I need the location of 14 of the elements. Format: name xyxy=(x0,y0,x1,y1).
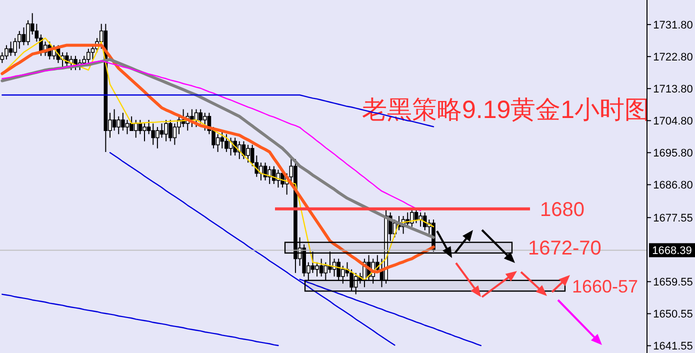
y-tick-label: 1641.55 xyxy=(653,340,693,353)
ref-line-label: 1680 xyxy=(540,198,584,221)
y-tick-label: 1686.80 xyxy=(653,180,693,192)
y-tick-label: 1677.55 xyxy=(653,212,693,225)
y-tick-label: 1650.55 xyxy=(653,308,693,321)
band-label: 1660-57 xyxy=(572,276,638,297)
y-tick-label: 1704.80 xyxy=(653,116,693,128)
y-tick-label: 1659.55 xyxy=(653,276,693,289)
y-tick-label: 1695.80 xyxy=(653,148,693,160)
y-tick-label: 1713.80 xyxy=(653,84,693,96)
y-tick-label: 1722.80 xyxy=(653,52,693,64)
band-label: 1672-70 xyxy=(528,238,602,260)
ref-line-label: 1668.39 xyxy=(652,245,692,258)
y-tick-label: 1731.80 xyxy=(653,20,693,32)
